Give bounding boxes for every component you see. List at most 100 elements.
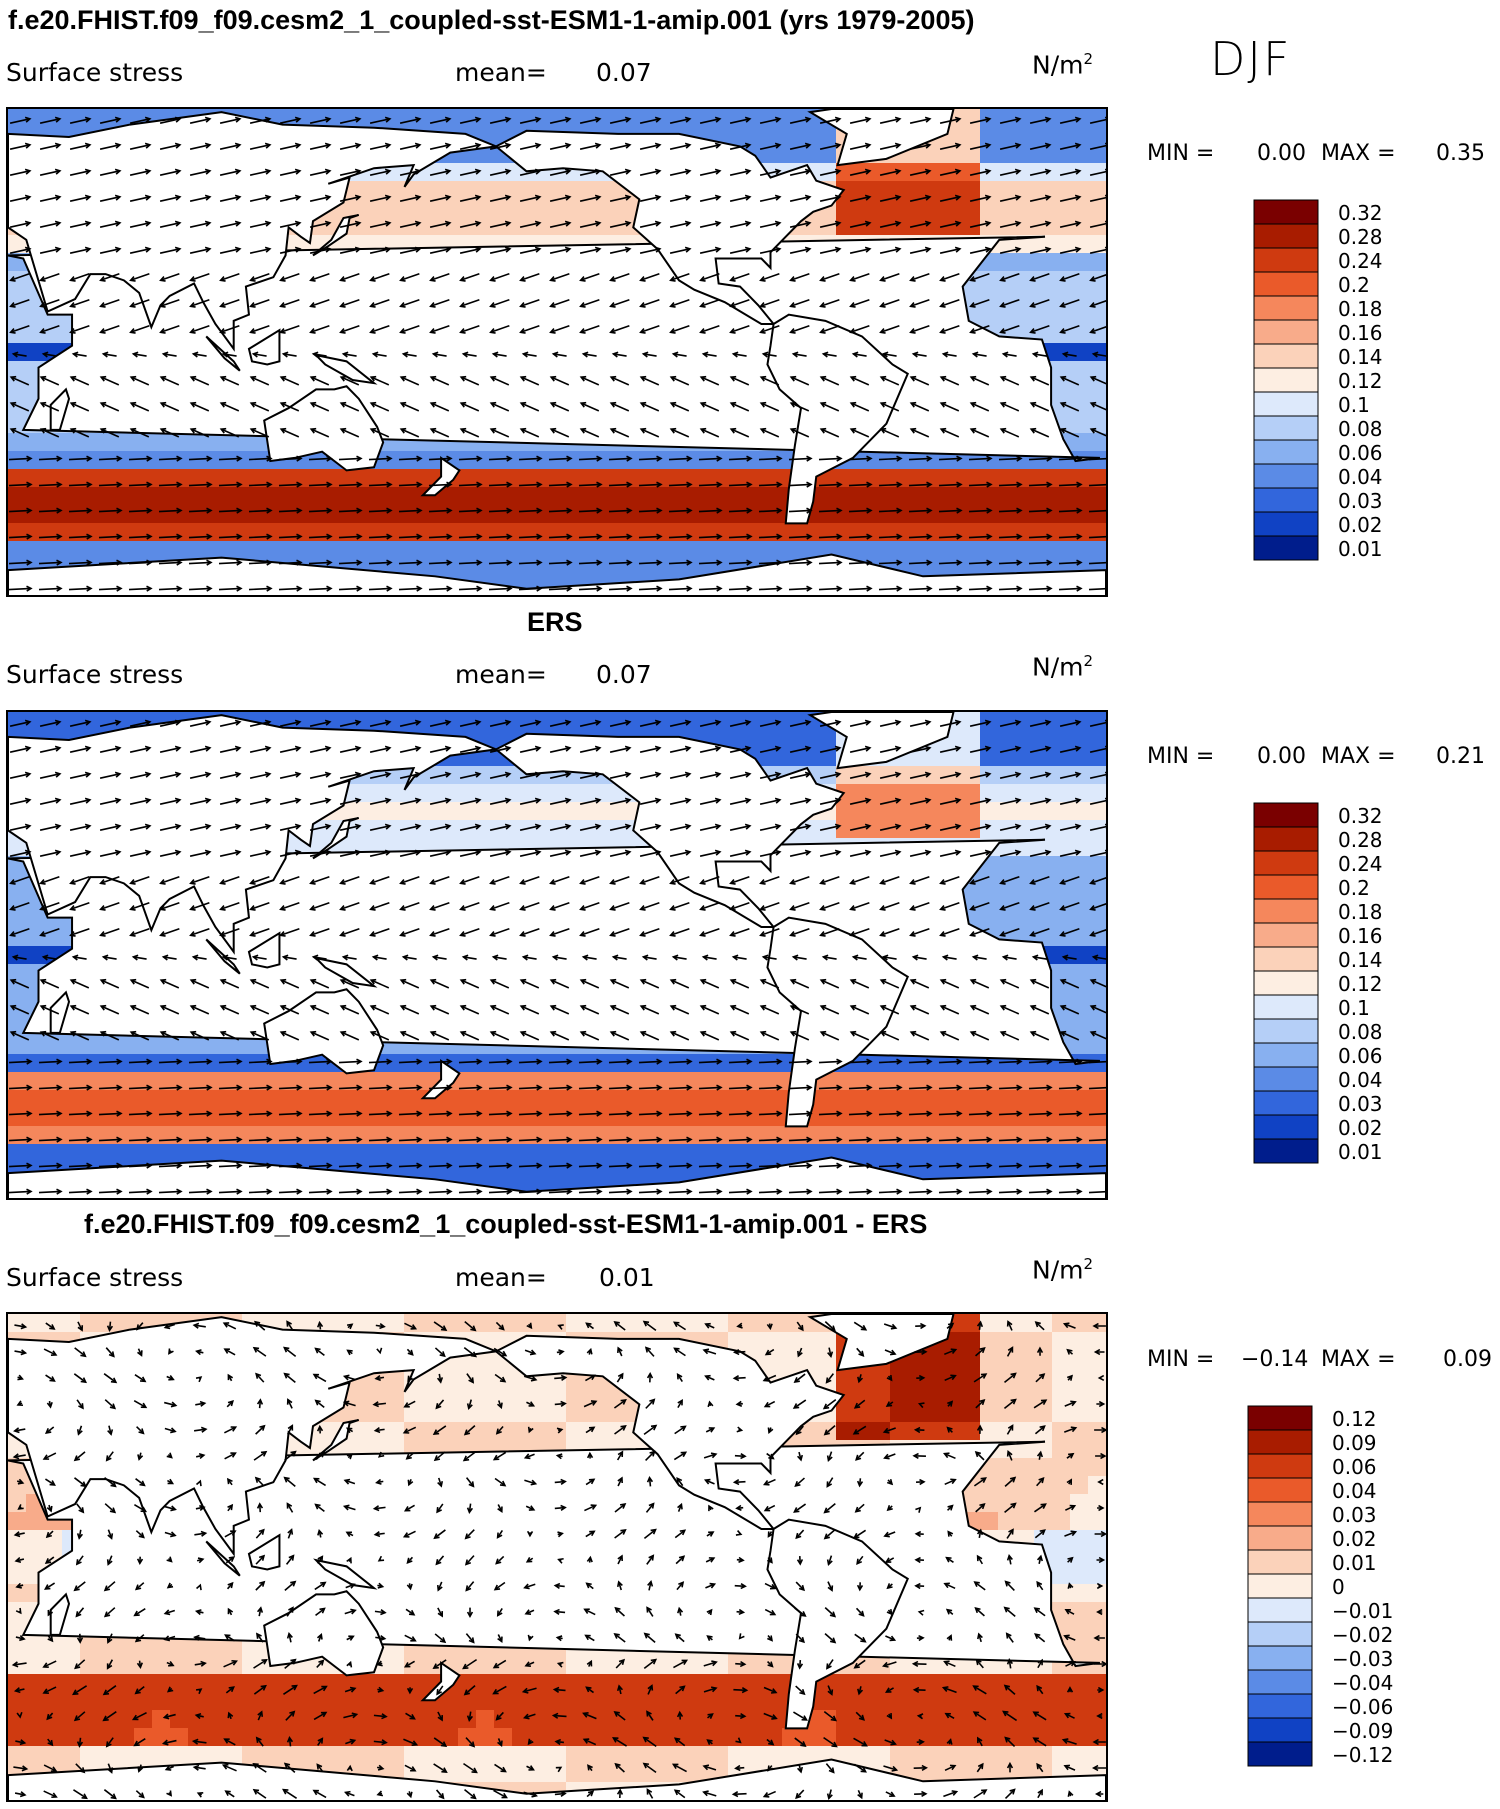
- stress-vector: [99, 719, 122, 727]
- stress-vector: [579, 823, 602, 831]
- stress-vector: [39, 927, 60, 937]
- field-cell: [386, 1072, 405, 1091]
- field-cell: [26, 1036, 45, 1055]
- stress-vector: [608, 585, 633, 592]
- stress-vector: [699, 116, 722, 124]
- field-cell: [602, 451, 621, 470]
- field-cell: [926, 1054, 945, 1073]
- stress-vector: [219, 246, 242, 254]
- field-cell: [530, 802, 549, 821]
- stress-vector: [339, 220, 362, 228]
- field-cell: [1070, 505, 1089, 524]
- field-cell: [404, 1090, 423, 1109]
- field-cell: [458, 1162, 477, 1181]
- stress-vector: [878, 481, 903, 488]
- stress-vector: [69, 875, 90, 885]
- field-cell: [1052, 361, 1071, 380]
- field-cell: [1034, 1332, 1053, 1351]
- stress-vector: [279, 272, 300, 282]
- stress-vector: [278, 455, 303, 462]
- field-cell: [1052, 712, 1071, 731]
- stress-vector: [939, 168, 962, 176]
- field-cell: [422, 802, 441, 821]
- stress-vector: [159, 298, 180, 308]
- field-cell: [1088, 712, 1106, 731]
- field-cell: [530, 1090, 549, 1109]
- stress-vector: [549, 719, 572, 727]
- stress-vector: [189, 194, 212, 202]
- field-cell: [746, 541, 765, 560]
- field-cell: [638, 541, 657, 560]
- field-cell: [962, 1072, 981, 1091]
- field-cell: [1088, 469, 1106, 488]
- field-cell: [818, 145, 837, 164]
- field-cell: [674, 1126, 693, 1145]
- stress-vector: [1089, 326, 1106, 334]
- field-cell: [926, 469, 945, 488]
- stress-vector: [308, 1110, 333, 1117]
- stress-vector: [399, 1004, 420, 1015]
- stress-vector: [68, 585, 93, 592]
- stress-vector: [371, 954, 387, 961]
- field-cell: [440, 820, 459, 839]
- field-cell: [494, 1090, 513, 1109]
- stress-vector: [998, 533, 1023, 540]
- stress-vector: [518, 1110, 543, 1117]
- field-cell: [260, 1090, 279, 1109]
- field-cell: [350, 469, 369, 488]
- stress-vector: [818, 481, 843, 488]
- stress-vector: [999, 745, 1022, 753]
- units-label: N/m2: [1032, 1255, 1094, 1285]
- stress-vector: [969, 978, 990, 989]
- field-cell: [1052, 1108, 1071, 1127]
- stress-vector: [159, 1030, 180, 1041]
- field-cell: [476, 199, 495, 218]
- field-cell: [944, 1144, 963, 1163]
- field-cell: [512, 1090, 531, 1109]
- stress-vector: [579, 220, 602, 228]
- stress-vector: [488, 1084, 513, 1091]
- field-cell: [818, 1350, 837, 1369]
- stress-vector: [639, 375, 660, 386]
- stress-vector: [129, 142, 152, 150]
- stress-vector: [969, 194, 992, 202]
- field-cell: [440, 487, 459, 506]
- stress-vector: [249, 771, 272, 779]
- field-cell: [440, 541, 459, 560]
- stress-vector: [668, 1188, 693, 1195]
- field-cell: [566, 505, 585, 524]
- stress-vector: [429, 797, 452, 805]
- stress-vector: [699, 978, 720, 989]
- field-cell: [818, 1108, 837, 1127]
- field-cell: [296, 712, 315, 731]
- stress-vector: [279, 324, 300, 334]
- stress-vector: [428, 559, 453, 566]
- field-cell: [926, 1090, 945, 1109]
- field-cell: [44, 505, 63, 524]
- colorbar-tick-label: 0.01: [1338, 537, 1383, 561]
- field-cell: [638, 1126, 657, 1145]
- colorbar-tick-label: 0.2: [1338, 876, 1370, 900]
- stress-vector: [999, 901, 1020, 911]
- field-cell: [98, 109, 117, 128]
- stress-vector: [11, 954, 27, 961]
- field-cell: [188, 541, 207, 560]
- field-cell: [1016, 541, 1035, 560]
- stress-vector: [429, 194, 452, 202]
- stress-vector: [368, 1188, 393, 1195]
- field-cell: [764, 127, 783, 146]
- field-cell: [458, 712, 477, 731]
- stress-vector: [851, 351, 867, 358]
- max-value: 0.09: [1443, 1347, 1492, 1372]
- field-cell: [962, 766, 981, 785]
- stress-vector: [428, 585, 453, 592]
- field-cell: [422, 1314, 441, 1333]
- stress-vector: [189, 771, 212, 779]
- stress-vector: [999, 246, 1022, 254]
- field-cell: [278, 505, 297, 524]
- field-cell: [314, 1090, 333, 1109]
- field-cell: [494, 1054, 513, 1073]
- field-cell: [602, 1126, 621, 1145]
- stress-vector: [309, 823, 332, 831]
- field-cell: [206, 1036, 225, 1055]
